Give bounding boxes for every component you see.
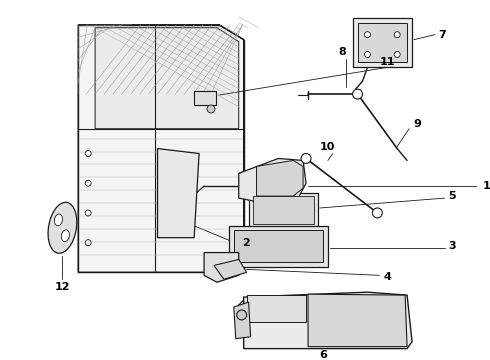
Circle shape: [394, 32, 400, 38]
Text: 6: 6: [319, 350, 327, 360]
FancyBboxPatch shape: [194, 91, 216, 105]
Circle shape: [207, 105, 215, 113]
Text: 9: 9: [413, 119, 421, 129]
Polygon shape: [244, 292, 412, 348]
Polygon shape: [204, 253, 239, 282]
Polygon shape: [308, 294, 407, 347]
Text: 4: 4: [383, 272, 391, 282]
Polygon shape: [248, 193, 318, 228]
Circle shape: [372, 208, 382, 218]
Text: 1: 1: [483, 181, 490, 191]
Circle shape: [85, 180, 91, 186]
Circle shape: [301, 153, 311, 163]
Circle shape: [365, 51, 370, 58]
Polygon shape: [246, 295, 306, 322]
Polygon shape: [234, 230, 323, 262]
Circle shape: [85, 150, 91, 157]
Text: 12: 12: [55, 282, 70, 292]
Circle shape: [85, 240, 91, 246]
Polygon shape: [95, 28, 239, 129]
Text: 7: 7: [438, 30, 445, 40]
Text: 5: 5: [448, 191, 456, 201]
Polygon shape: [239, 158, 306, 203]
Polygon shape: [234, 302, 250, 339]
Text: 3: 3: [448, 240, 456, 251]
Polygon shape: [257, 161, 303, 196]
Ellipse shape: [61, 230, 70, 242]
Circle shape: [394, 51, 400, 58]
Circle shape: [365, 32, 370, 38]
Ellipse shape: [54, 214, 63, 226]
Circle shape: [237, 310, 246, 320]
Circle shape: [85, 210, 91, 216]
Text: 8: 8: [339, 46, 346, 57]
Ellipse shape: [48, 202, 77, 253]
Polygon shape: [353, 18, 412, 67]
Polygon shape: [157, 149, 199, 238]
Text: 11: 11: [380, 57, 395, 67]
Polygon shape: [229, 226, 328, 267]
Polygon shape: [214, 260, 246, 279]
Polygon shape: [252, 196, 314, 224]
Polygon shape: [78, 25, 244, 273]
Circle shape: [353, 89, 363, 99]
Text: 2: 2: [242, 238, 249, 248]
Polygon shape: [358, 23, 407, 62]
Text: 10: 10: [320, 141, 336, 152]
